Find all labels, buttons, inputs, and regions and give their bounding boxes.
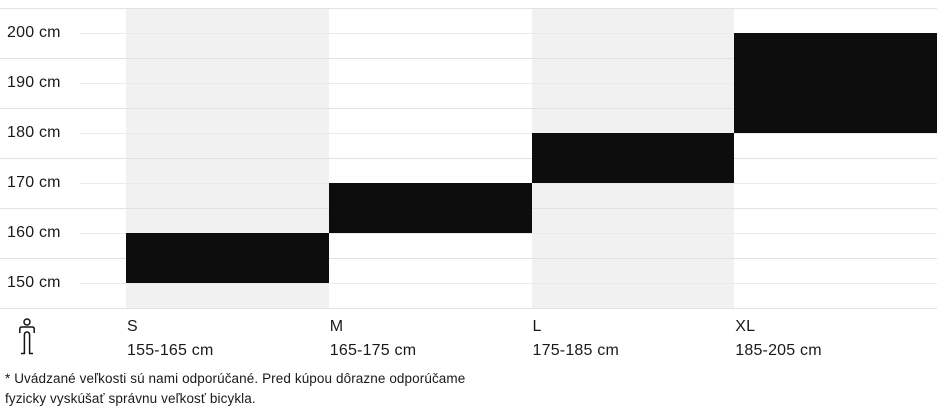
legend-item-s: S 155-165 cm: [127, 317, 214, 361]
grid-line-minor: [0, 158, 937, 159]
y-axis-tick-label: 180 cm: [7, 124, 61, 141]
size-label: S: [127, 318, 138, 335]
size-chart-plot: 200 cm 190 cm 180 cm 170 cm 160 cm 150 cm: [0, 8, 937, 309]
footnote: * Uvádzané veľkosti sú nami odporúčané. …: [5, 371, 466, 406]
grid-line-tick: [80, 83, 937, 84]
y-axis-tick-label: 170 cm: [7, 174, 61, 191]
grid-line-minor: [0, 8, 937, 9]
y-axis-tick-label: 160 cm: [7, 224, 61, 241]
grid-line-tick: [80, 233, 937, 234]
grid-line-tick: [80, 33, 937, 34]
legend-item-m: M 165-175 cm: [330, 317, 417, 361]
size-label: L: [532, 318, 542, 335]
size-bar-m: [328, 183, 532, 233]
grid-line-minor: [0, 108, 937, 109]
grid-line-minor: [0, 58, 937, 59]
size-bar-s: [126, 233, 329, 283]
size-bar-l: [531, 133, 735, 183]
y-axis-tick-label: 150 cm: [7, 274, 61, 291]
grid-line-minor: [0, 258, 937, 259]
y-axis-tick-label: 190 cm: [7, 74, 61, 91]
size-legend: S 155-165 cm M 165-175 cm L 175-185 cm XL 185-2…: [0, 317, 947, 361]
grid-line-minor: [0, 308, 937, 309]
size-label: XL: [735, 318, 756, 335]
grid-line-tick: [80, 133, 937, 134]
grid-line-tick: [80, 283, 937, 284]
size-range-label: 175-185 cm: [532, 342, 619, 359]
size-bar-xl: [734, 33, 937, 133]
y-axis-tick-label: 200 cm: [7, 24, 61, 41]
size-range-label: 155-165 cm: [127, 342, 214, 359]
size-range-label: 185-205 cm: [735, 342, 822, 359]
size-range-label: 165-175 cm: [329, 342, 417, 359]
person-height-icon: [19, 318, 35, 355]
legend-item-l: L 175-185 cm: [533, 317, 620, 361]
legend-item-xl: XL 185-205 cm: [735, 317, 822, 361]
size-label: M: [329, 318, 344, 335]
